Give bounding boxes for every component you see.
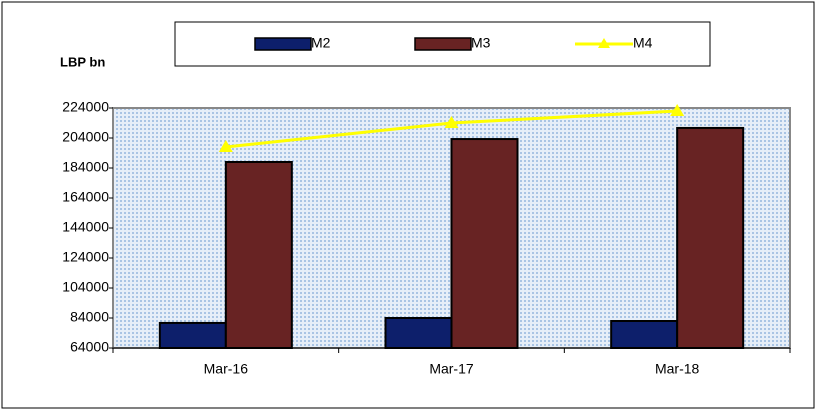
line-marker	[444, 116, 459, 128]
y-tick-label: 184000	[62, 159, 109, 175]
y-tick-label: 64000	[70, 339, 109, 355]
y-tick-label: 164000	[62, 189, 109, 205]
bar	[450, 138, 519, 349]
line-marker	[670, 104, 685, 116]
y-tick-label: 144000	[62, 219, 109, 235]
legend-label: M4	[633, 35, 653, 51]
y-tick-label: 84000	[70, 309, 109, 325]
line-marker	[218, 140, 233, 152]
y-tick-label: 204000	[62, 129, 109, 145]
bar	[676, 126, 745, 349]
y-axis-label: LBP bn	[60, 54, 105, 69]
y-tick-label: 104000	[62, 279, 109, 295]
legend-marker	[598, 38, 610, 48]
bar	[224, 161, 293, 349]
legend-label: M3	[471, 35, 491, 51]
y-tick-label: 124000	[62, 249, 109, 265]
bar	[384, 317, 453, 349]
legend-swatch	[414, 37, 472, 51]
x-tick-label: Mar-16	[204, 361, 249, 377]
legend-swatch	[254, 37, 312, 51]
y-tick-label: 224000	[62, 99, 109, 115]
x-tick-label: Mar-18	[655, 361, 700, 377]
x-tick-label: Mar-17	[429, 361, 474, 377]
bar	[158, 321, 227, 350]
legend-label: M2	[311, 35, 331, 51]
bar	[610, 320, 679, 349]
